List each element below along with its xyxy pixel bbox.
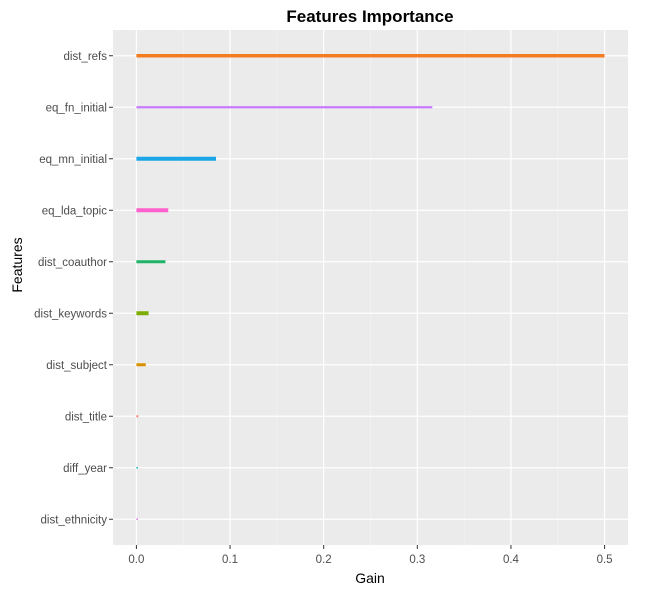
y-tick-label-eq-lda-topic: eq_lda_topic [42, 205, 107, 217]
x-axis-title: Gain [355, 570, 385, 586]
x-tick-label: 0.3 [409, 554, 425, 566]
x-tick-label: 0.4 [503, 554, 520, 566]
x-tick-label: 0.2 [316, 554, 332, 566]
y-tick-label-eq-fn-initial: eq_fn_initial [46, 102, 107, 114]
y-tick-label-dist-coauthor: dist_coauthor [38, 257, 107, 269]
x-axis-ticks: 0.0 0.1 0.2 0.3 0.4 0.5 [128, 545, 613, 566]
x-tick-label: 0.0 [128, 554, 144, 566]
x-tick-label: 0.5 [597, 554, 613, 566]
y-tick-label-eq-mn-initial: eq_mn_initial [39, 154, 107, 166]
chart-title: Features Importance [286, 7, 453, 26]
y-axis-title: Features [9, 237, 25, 292]
y-tick-label-dist-title: dist_title [65, 411, 107, 423]
y-tick-label-diff-year: diff_year [63, 463, 107, 475]
y-tick-label-dist-keywords: dist_keywords [34, 308, 107, 320]
y-tick-label-dist-subject: dist_subject [46, 360, 108, 372]
y-axis-ticks: dist_refs eq_fn_initial eq_mn_initial eq_ld… [34, 51, 113, 526]
y-tick-label-dist-refs: dist_refs [64, 51, 108, 63]
x-tick-label: 0.1 [222, 554, 238, 566]
y-tick-label-dist-ethnicity: dist_ethnicity [41, 514, 108, 526]
bars [136, 54, 605, 520]
